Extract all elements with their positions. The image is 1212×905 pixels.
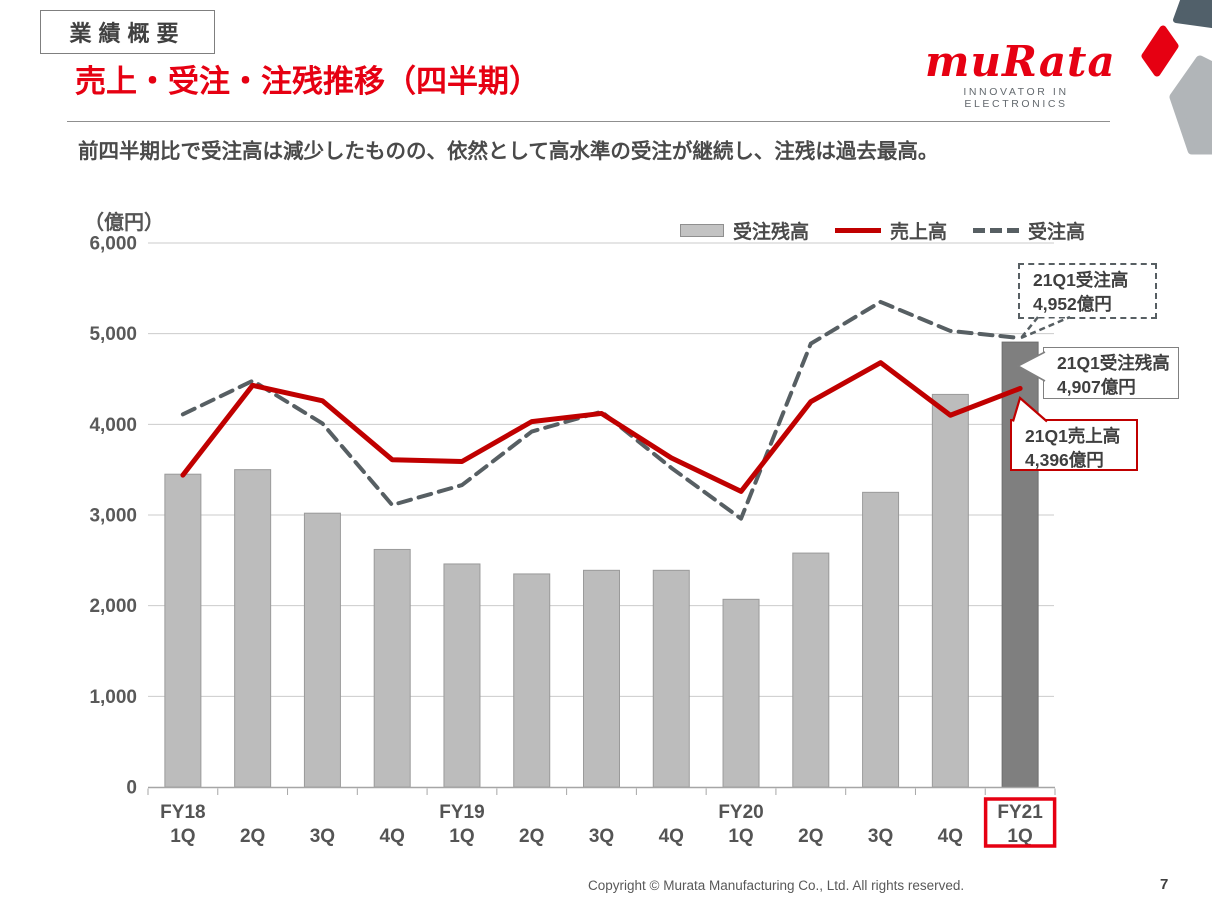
x-label-q: 2Q xyxy=(240,826,265,847)
dark-diamond-icon xyxy=(1173,0,1212,28)
y-tick-label: 4,000 xyxy=(89,415,137,436)
callout-backlog-title: 21Q1受注残高 xyxy=(1057,353,1170,373)
bar-FY20-1Q-backlog xyxy=(722,598,760,788)
x-label-fy-FY20: FY20 xyxy=(718,802,763,823)
x-label-q: 4Q xyxy=(659,826,684,847)
y-tick-label: 6,000 xyxy=(89,234,137,255)
callout-sales-title: 21Q1売上高 xyxy=(1025,426,1121,446)
bar-FY-2Q-backlog xyxy=(513,573,551,788)
y-tick-label: 5,000 xyxy=(89,324,137,345)
callout-sales: 21Q1売上高 4,396億円 xyxy=(1010,419,1138,471)
callout-orders-value: 4,952億円 xyxy=(1033,294,1112,314)
callout-orders-title: 21Q1受注高 xyxy=(1033,270,1129,290)
bar-FY18-1Q-backlog xyxy=(164,473,202,788)
x-label-fy-FY21: FY21 xyxy=(997,802,1043,823)
sales-line-swatch-icon xyxy=(835,228,882,233)
legend-label-backlog: 受注残高 xyxy=(733,222,810,243)
callout-sales-value: 4,396億円 xyxy=(1025,450,1104,470)
y-tick-label: 3,000 xyxy=(89,506,137,527)
section-tag-label: 業績概要 xyxy=(69,21,186,46)
legend-label-sales: 売上高 xyxy=(890,222,948,243)
x-label-q: 3Q xyxy=(589,826,614,847)
bar-FY-4Q-backlog xyxy=(931,393,969,788)
x-label-q: 2Q xyxy=(519,826,544,847)
murata-logo: muRata INNOVATOR IN ELECTRONICS xyxy=(925,37,1116,111)
legend-item-backlog: 受注残高 xyxy=(680,217,809,244)
x-label-q: 1Q xyxy=(449,826,474,847)
highlight-box-fy21-1q xyxy=(983,797,1057,848)
bar-FY-2Q-backlog xyxy=(234,469,272,788)
x-label-q: 2Q xyxy=(798,826,823,847)
backlog-bar-swatch-icon xyxy=(680,224,724,237)
key-message: 前四半期比で受注高は減少したものの、依然として高水準の受注が継続し、注残は過去最… xyxy=(78,140,939,163)
y-tick-label: 2,000 xyxy=(89,596,137,617)
murata-logo-tagline: INNOVATOR IN ELECTRONICS xyxy=(963,86,1069,111)
x-label-q: 3Q xyxy=(868,826,893,847)
bar-FY-3Q-backlog xyxy=(303,512,341,788)
bar-FY-3Q-backlog xyxy=(862,491,900,788)
header-divider xyxy=(67,121,1110,122)
bar-FY-3Q-backlog xyxy=(583,569,620,788)
x-label-q: 1Q xyxy=(728,826,753,847)
murata-logo-wordmark: muRata xyxy=(925,37,1116,86)
chart-legend: 受注残高 売上高 受注高 xyxy=(680,217,1085,244)
sales-line xyxy=(180,360,1023,494)
orders-dashed-line xyxy=(180,299,1023,521)
x-label-q: 1Q xyxy=(1007,826,1032,847)
bar-FY-4Q-backlog xyxy=(373,548,411,788)
page-number: 7 xyxy=(1160,876,1169,893)
bar-FY-4Q-backlog xyxy=(652,569,690,788)
page-title: 売上・受注・注残推移（四半期） xyxy=(75,64,540,99)
orders-dashed-swatch-icon xyxy=(973,228,1020,233)
legend-label-orders: 受注高 xyxy=(1028,222,1086,243)
bar-FY19-1Q-backlog xyxy=(443,563,481,788)
x-label-q: 4Q xyxy=(380,826,405,847)
section-tag-box: 業績概要 xyxy=(40,10,215,54)
copyright-notice: Copyright © Murata Manufacturing Co., Lt… xyxy=(588,878,965,893)
callout-orders: 21Q1受注高 4,952億円 xyxy=(1018,263,1157,319)
callout-backlog-value: 4,907億円 xyxy=(1057,377,1136,397)
y-tick-label: 1,000 xyxy=(89,687,137,708)
corner-diamond-decoration xyxy=(1141,0,1212,155)
callout-backlog: 21Q1受注残高 4,907億円 xyxy=(1043,347,1179,399)
red-diamond-icon xyxy=(1141,25,1179,77)
y-axis-unit-label: （億円） xyxy=(84,212,164,234)
x-label-fy-FY18: FY18 xyxy=(160,802,205,823)
legend-item-orders: 受注高 xyxy=(973,217,1085,244)
y-tick-label: 0 xyxy=(126,778,137,799)
bar-FY21-1Q-backlog xyxy=(1001,341,1039,788)
gray-diamond-icon xyxy=(1169,55,1212,155)
bar-FY-2Q-backlog xyxy=(792,552,830,788)
legend-item-sales: 売上高 xyxy=(835,217,947,244)
x-label-q: 4Q xyxy=(938,826,963,847)
x-label-q: 1Q xyxy=(170,826,195,847)
x-label-fy-FY19: FY19 xyxy=(439,802,484,823)
x-label-q: 3Q xyxy=(310,826,335,847)
